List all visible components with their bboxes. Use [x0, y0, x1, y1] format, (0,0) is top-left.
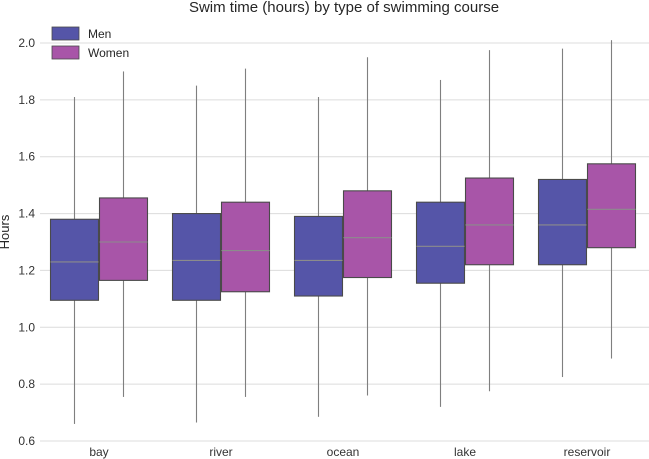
legend-swatch: [51, 26, 80, 41]
x-tick-label-reservoir: reservoir: [564, 445, 611, 459]
iqr-box: [586, 163, 637, 249]
y-tick-label: 0.8: [18, 377, 35, 391]
box-women-ocean: [342, 57, 393, 396]
legend: Men Women: [51, 26, 129, 60]
y-tick-label: 2.0: [18, 36, 35, 50]
y-axis-label: Hours: [0, 214, 12, 249]
iqr-box: [464, 177, 515, 266]
category-group-lake: [415, 50, 515, 407]
x-tick-label-bay: bay: [89, 445, 108, 459]
box-women-lake: [464, 50, 515, 392]
iqr-box: [537, 178, 588, 266]
legend-label: Women: [88, 46, 129, 60]
box-women-reservoir: [586, 40, 637, 359]
x-tick-label-river: river: [209, 445, 232, 459]
category-group-reservoir: [537, 40, 637, 378]
iqr-box: [220, 201, 271, 293]
iqr-box: [98, 197, 149, 281]
chart-title: Swim time (hours) by type of swimming co…: [189, 0, 499, 16]
x-tick-label-ocean: ocean: [327, 445, 360, 459]
y-tick-label: 1.8: [18, 93, 35, 107]
box-women-river: [220, 68, 271, 397]
category-group-river: [171, 68, 271, 423]
y-tick-labels: 0.6 0.8 1.0 1.2 1.4 1.6 1.8 2.0: [18, 36, 35, 448]
legend-item-women: Women: [51, 45, 129, 60]
legend-swatch: [51, 45, 80, 60]
y-tick-label: 1.0: [18, 320, 35, 334]
box-series: [49, 40, 637, 424]
y-tick-label: 0.6: [18, 434, 35, 448]
box-men-bay: [49, 97, 100, 424]
iqr-box: [415, 201, 466, 284]
iqr-box: [171, 213, 222, 301]
box-women-bay: [98, 71, 149, 397]
y-tick-label: 1.2: [18, 263, 35, 277]
box-men-river: [171, 85, 222, 423]
category-group-ocean: [293, 57, 393, 417]
box-men-lake: [415, 79, 466, 407]
box-men-ocean: [293, 97, 344, 417]
legend-item-men: Men: [51, 26, 111, 41]
y-tick-label: 1.4: [18, 207, 35, 221]
category-group-bay: [49, 71, 149, 424]
box-men-reservoir: [537, 48, 588, 378]
iqr-box: [49, 218, 100, 301]
x-tick-label-lake: lake: [454, 445, 476, 459]
legend-label: Men: [88, 27, 111, 41]
y-tick-label: 1.6: [18, 150, 35, 164]
iqr-box: [293, 215, 344, 297]
x-tick-labels: bay river ocean lake reservoir: [89, 445, 610, 459]
iqr-box: [342, 190, 393, 279]
